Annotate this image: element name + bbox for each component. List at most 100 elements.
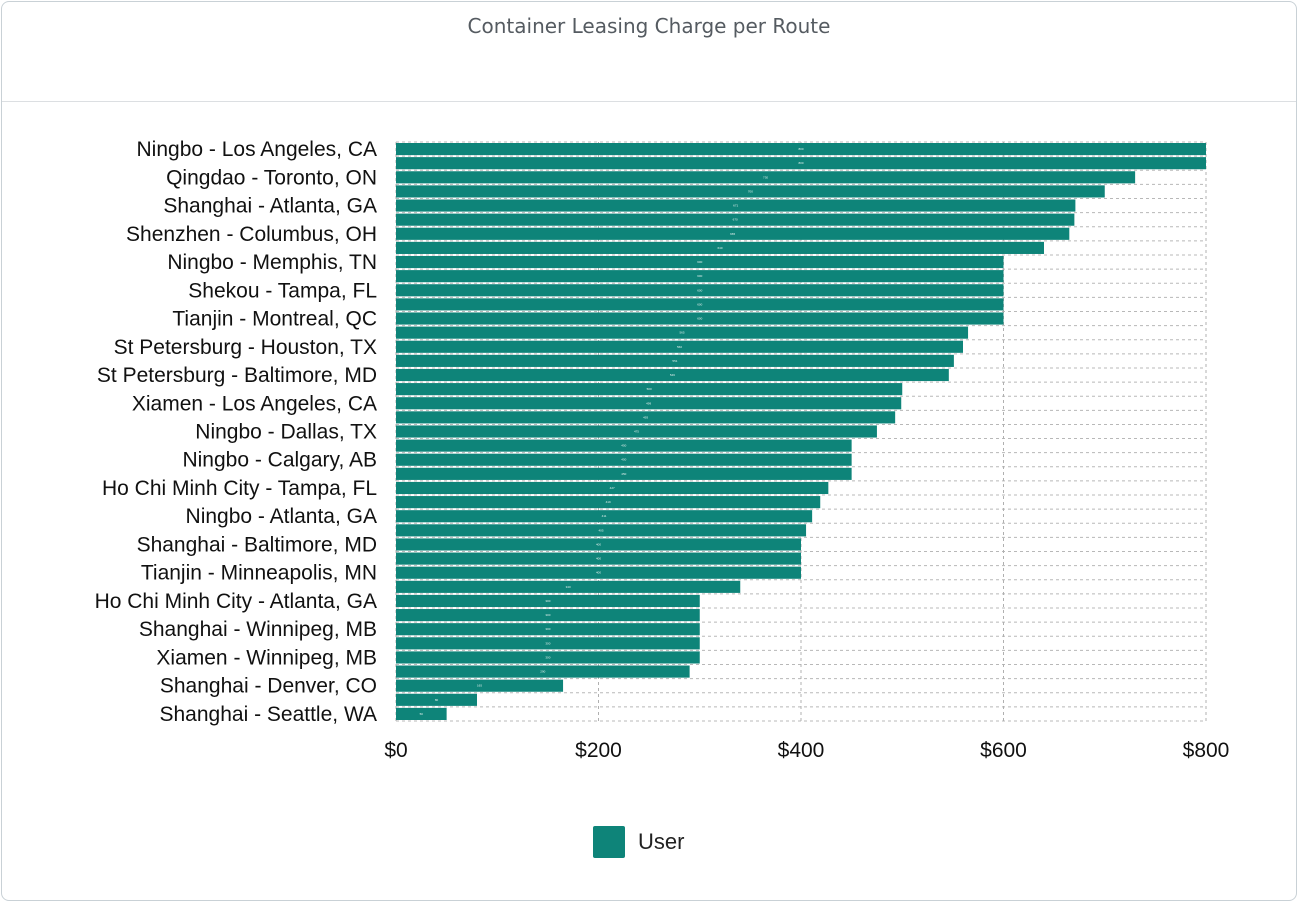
bar (396, 383, 903, 396)
bar (396, 552, 801, 565)
bar-value-label: 800 (798, 147, 803, 151)
bar (396, 481, 829, 495)
category-label: Qingdao - Toronto, ON (166, 166, 377, 189)
bar-value-label: 493 (643, 415, 648, 419)
bar-value-label: 665 (730, 232, 735, 236)
bar-value-label: 700 (748, 189, 753, 193)
chart-title: Container Leasing Charge per Route (467, 14, 831, 38)
x-tick-label: $600 (980, 739, 1027, 762)
bar-value-label: 450 (621, 444, 626, 448)
bar (396, 312, 1004, 325)
bar-value-label: 419 (606, 500, 611, 504)
bar-value-label: 565 (680, 331, 685, 335)
category-label: Ningbo - Los Angeles, CA (137, 138, 377, 161)
bar (396, 707, 447, 720)
bar (396, 298, 1004, 311)
category-label: Shanghai - Seattle, WA (159, 703, 377, 726)
bar-value-label: 400 (596, 557, 601, 561)
bar-value-label: 50 (420, 712, 424, 716)
category-label: Ningbo - Calgary, AB (182, 449, 377, 472)
bar-value-label: 427 (610, 486, 615, 490)
value-labels: 800 800 730 700 671 670 665 640 600 600 600 600 600 5… (420, 147, 804, 716)
category-label: Shanghai - Denver, CO (160, 675, 377, 698)
bar (396, 270, 1004, 283)
bar-value-label: 165 (477, 684, 482, 688)
bars (396, 143, 1206, 720)
grid-lines (395, 141, 1207, 722)
bar (396, 397, 902, 410)
bar (396, 439, 852, 452)
bar-value-label: 600 (697, 274, 702, 278)
bar (396, 693, 477, 706)
bar (396, 496, 821, 509)
bar-value-label: 600 (697, 260, 702, 264)
bar-value-label: 450 (621, 458, 626, 462)
bar (396, 199, 1076, 212)
bar (396, 411, 896, 424)
bar (396, 524, 807, 537)
legend-swatch[interactable] (593, 826, 625, 858)
legend[interactable]: User (593, 826, 684, 858)
bar (396, 185, 1105, 198)
chart-header: Container Leasing Charge per Route (2, 2, 1296, 102)
bar-value-label: 300 (545, 627, 550, 631)
category-label: Shanghai - Atlanta, GA (163, 195, 377, 218)
category-label: Ningbo - Atlanta, GA (186, 505, 377, 528)
bar (396, 213, 1075, 226)
bar-value-label: 290 (540, 670, 545, 674)
category-label: Tianjin - Minneapolis, MN (141, 562, 377, 585)
bar (396, 425, 877, 438)
bar-value-label: 80 (435, 698, 439, 702)
bar (396, 171, 1136, 184)
bar (396, 284, 1004, 297)
category-label: St Petersburg - Baltimore, MD (97, 364, 377, 387)
bar (396, 623, 700, 636)
bar-value-label: 671 (733, 204, 738, 208)
x-tick-label: $400 (778, 739, 825, 762)
bar-value-label: 405 (599, 528, 604, 532)
bar-value-label: 670 (733, 218, 738, 222)
x-tick-label: $0 (384, 739, 407, 762)
bar-value-label: 300 (545, 599, 550, 603)
bar-value-label: 411 (602, 514, 607, 518)
bar-value-label: 640 (717, 246, 722, 250)
category-label: Xiamen - Los Angeles, CA (132, 392, 377, 415)
bar (396, 580, 741, 593)
bar-value-label: 300 (545, 641, 550, 645)
bar (396, 354, 954, 367)
category-label: Xiamen - Winnipeg, MB (156, 646, 377, 669)
bar (396, 679, 564, 692)
bar (396, 637, 700, 650)
x-axis-tick-labels: $0 $200 $400 $600 $800 (384, 739, 1229, 762)
bar-value-label: 500 (647, 387, 652, 391)
x-tick-label: $800 (1183, 739, 1230, 762)
bar (396, 368, 949, 382)
bar (396, 340, 963, 353)
bar (396, 665, 690, 678)
bar-value-label: 400 (596, 571, 601, 575)
bar (396, 467, 852, 480)
bar-value-label: 600 (697, 302, 702, 306)
category-label: Ningbo - Memphis, TN (167, 251, 377, 274)
category-label: Shekou - Tampa, FL (188, 279, 377, 302)
bar (396, 594, 700, 608)
category-label: Shenzhen - Columbus, OH (126, 223, 377, 246)
bar (396, 143, 1206, 156)
bar (396, 227, 1070, 240)
bar-value-label: 800 (798, 161, 803, 165)
bar (396, 609, 700, 622)
bar-value-label: 600 (697, 317, 702, 321)
bar-value-label: 400 (596, 542, 601, 546)
bar-value-label: 600 (697, 288, 702, 292)
bar-value-label: 560 (677, 345, 682, 349)
category-label: Shanghai - Winnipeg, MB (139, 618, 377, 641)
bar (396, 538, 801, 551)
legend-label-user[interactable]: User (638, 829, 685, 854)
bar (396, 326, 969, 339)
bar (396, 255, 1004, 269)
bar-value-label: 450 (621, 472, 626, 476)
bar (396, 241, 1044, 254)
category-label: Ningbo - Dallas, TX (195, 421, 377, 444)
bar (396, 157, 1206, 170)
